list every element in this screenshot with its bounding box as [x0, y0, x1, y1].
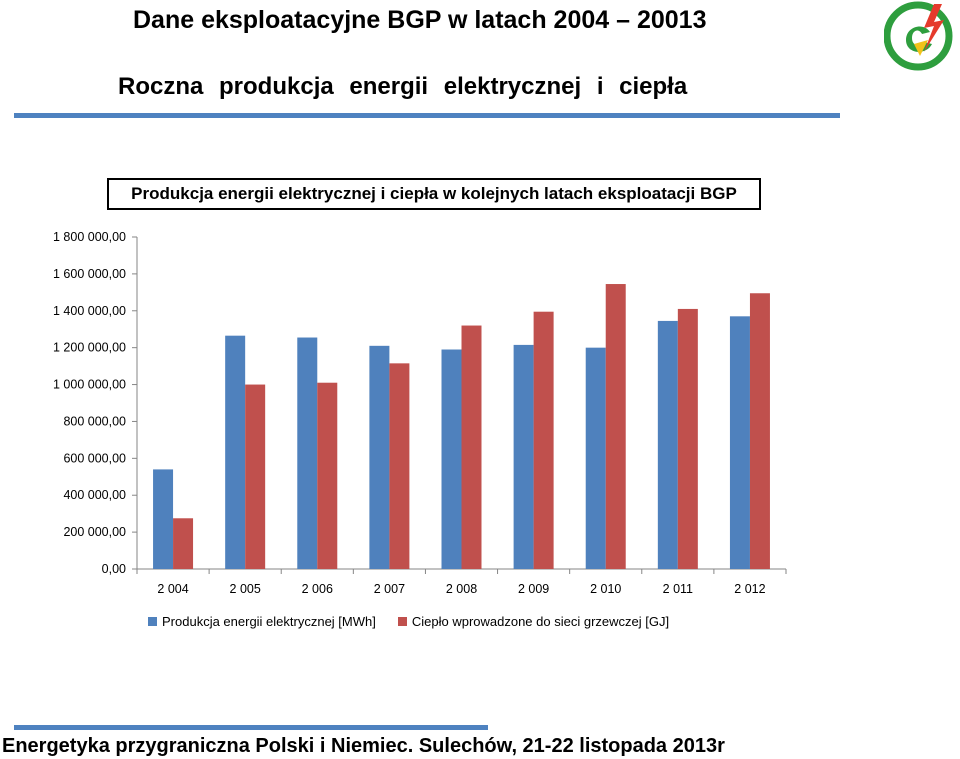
- x-tick-label: 2 010: [590, 582, 621, 596]
- flame-icon: [914, 40, 928, 56]
- y-tick-label: 1 600 000,00: [53, 267, 126, 281]
- legend-label-heat: Ciepło wprowadzone do sieci grzewczej [G…: [411, 613, 670, 629]
- y-tick-label: 1 200 000,00: [53, 341, 126, 355]
- bar-electric: [657, 320, 678, 569]
- bar-heat: [677, 308, 698, 569]
- legend-label-electric: Produkcja energii elektrycznej [MWh]: [162, 613, 376, 629]
- x-tick-label: 2 005: [230, 582, 261, 596]
- y-tick-label: 600 000,00: [63, 451, 126, 465]
- bar-heat: [605, 284, 626, 569]
- bar-heat: [533, 311, 554, 569]
- x-tick-label: 2 009: [518, 582, 549, 596]
- y-tick-label: 200 000,00: [63, 525, 126, 539]
- logo-letter: [906, 26, 932, 52]
- y-tick-label: 1 800 000,00: [53, 230, 126, 244]
- bar-electric: [225, 335, 246, 569]
- bar-electric: [369, 345, 390, 569]
- y-tick-label: 800 000,00: [63, 414, 126, 428]
- company-logo: [884, 1, 953, 71]
- bar-heat: [245, 384, 266, 569]
- x-tick-label: 2 008: [446, 582, 477, 596]
- logo-ring: [884, 1, 953, 71]
- x-tick-label: 2 006: [302, 582, 333, 596]
- y-tick-label: 0,00: [102, 562, 126, 576]
- x-tick-label: 2 012: [734, 582, 765, 596]
- chart-legend: Produkcja energii elektrycznej [MWh] Cie…: [148, 612, 691, 630]
- bar-electric: [441, 349, 462, 569]
- chart-title: Produkcja energii elektrycznej i ciepła …: [107, 178, 761, 210]
- y-tick-label: 1 000 000,00: [53, 378, 126, 392]
- page-subtitle: Roczna produkcja energii elektrycznej i …: [118, 73, 688, 100]
- x-tick-label: 2 004: [157, 582, 188, 596]
- bar-heat: [389, 363, 410, 569]
- lightning-icon: [924, 4, 944, 52]
- y-tick-label: 1 400 000,00: [53, 304, 126, 318]
- page-title: Dane eksploatacyjne BGP w latach 2004 – …: [133, 6, 707, 34]
- bar-electric: [729, 316, 750, 569]
- bottom-divider: [14, 725, 488, 730]
- bar-heat: [173, 518, 194, 569]
- bar-heat: [317, 382, 338, 569]
- y-tick-label: 400 000,00: [63, 488, 126, 502]
- footer-text: Energetyka przygraniczna Polski i Niemie…: [2, 735, 725, 757]
- legend-swatch-heat: [397, 616, 407, 626]
- bar-electric: [297, 337, 318, 569]
- bar-heat: [749, 293, 770, 569]
- legend-item-electric: Produkcja energii elektrycznej [MWh]: [148, 614, 376, 629]
- bar-electric: [153, 469, 174, 569]
- legend-item-heat: Ciepło wprowadzone do sieci grzewczej [G…: [397, 613, 670, 629]
- top-divider: [14, 113, 840, 118]
- bar-electric: [513, 344, 534, 569]
- legend-swatch-electric: [148, 616, 157, 626]
- bar-heat: [461, 325, 482, 569]
- x-tick-label: 2 007: [374, 582, 405, 596]
- bar-electric: [585, 347, 606, 569]
- x-tick-label: 2 011: [663, 582, 693, 596]
